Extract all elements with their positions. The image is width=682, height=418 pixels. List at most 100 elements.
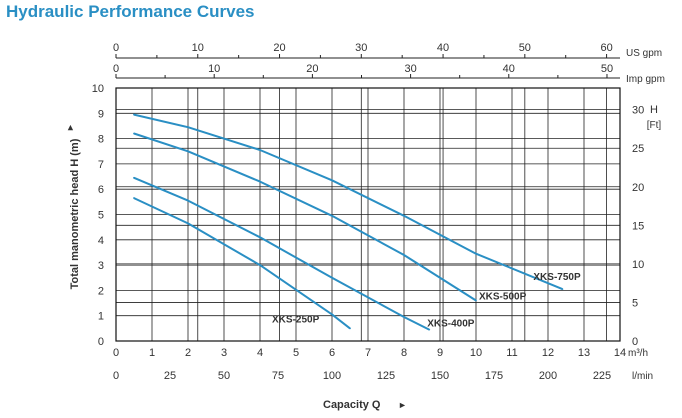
plot-border xyxy=(115,87,621,342)
series-point xyxy=(403,254,405,256)
x-axis-title: Capacity Q xyxy=(323,399,381,411)
lmin-tick-label: 175 xyxy=(485,370,503,382)
grid xyxy=(116,87,620,342)
y-tick-label: 3 xyxy=(98,260,104,272)
ft-tick-label: 0 xyxy=(632,336,638,348)
series-point xyxy=(331,214,333,217)
series-line xyxy=(133,176,430,331)
usgpm-unit-label: US gpm xyxy=(626,48,662,59)
series-point xyxy=(133,197,135,199)
axis-titles: Total manometric head H (m) ► Capacity Q ► xyxy=(65,123,407,411)
y-tick-label: 7 xyxy=(98,159,104,171)
ft-tick-label: 30 xyxy=(632,105,644,117)
x-unit-label: m³/h xyxy=(628,348,648,359)
series-point xyxy=(133,113,135,116)
x-tick-label: 2 xyxy=(185,347,191,359)
series-point xyxy=(428,328,431,331)
y-tick-label: 4 xyxy=(98,235,104,247)
series-point xyxy=(475,299,477,302)
y-tick-label: 2 xyxy=(98,285,104,297)
lmin-tick-label: 100 xyxy=(323,370,341,382)
x-tick-label: 0 xyxy=(113,347,119,359)
lmin-tick-label: 225 xyxy=(593,370,611,382)
y-axis-title: Total manometric head H (m) xyxy=(69,138,81,289)
series-point xyxy=(187,126,189,129)
series-point xyxy=(259,236,261,239)
x-tick-label: 8 xyxy=(401,347,407,359)
x-tick-label: 14 xyxy=(614,347,626,359)
series-point xyxy=(403,316,405,318)
impgpm-tick-label: 20 xyxy=(306,63,318,75)
ft-tick-label: 25 xyxy=(632,143,644,155)
series-point xyxy=(133,176,135,179)
impgpm-tick-label: 40 xyxy=(503,63,515,75)
series-label: XKS-400P xyxy=(427,319,475,330)
series-point xyxy=(133,132,135,135)
series-label: XKS-750P xyxy=(533,272,581,283)
usgpm-tick-label: 20 xyxy=(273,42,285,54)
series-point xyxy=(403,214,405,217)
y-axis-ft: 0 5 10 15 20 25 30 H [Ft] xyxy=(632,104,661,348)
x-tick-label: 9 xyxy=(437,347,443,359)
y-tick-label: 9 xyxy=(98,108,104,120)
lmin-tick-label: 200 xyxy=(539,370,557,382)
y-axis-m: 0 1 2 3 4 5 6 7 8 9 10 xyxy=(92,83,104,348)
x-tick-label: 4 xyxy=(257,347,263,359)
ft-axis-title: H xyxy=(650,104,658,116)
x-tick-label: 5 xyxy=(293,347,299,359)
usgpm-tick-label: 10 xyxy=(192,42,204,54)
series-line xyxy=(133,132,477,302)
impgpm-tick-label: 50 xyxy=(601,63,613,75)
y-tick-label: 10 xyxy=(92,83,104,95)
series-point xyxy=(561,288,564,291)
lmin-tick-label: 125 xyxy=(377,370,395,382)
series-point xyxy=(331,313,333,316)
lmin-unit-label: l/min xyxy=(632,371,653,382)
page-title: Hydraulic Performance Curves xyxy=(6,2,255,21)
usgpm-tick-label: 30 xyxy=(355,42,367,54)
series-curves: XKS-750P XKS-500P XKS-400P XKS-250P xyxy=(133,113,581,331)
ft-tick-label: 5 xyxy=(632,297,638,309)
y-tick-label: 0 xyxy=(98,336,104,348)
x-axes: 0 1 2 3 4 5 6 7 8 9 10 11 12 13 14 m³/h0 25 50 75 100 125 150… xyxy=(113,347,653,382)
series-label: XKS-250P xyxy=(272,314,320,325)
lmin-tick-label: 25 xyxy=(164,370,176,382)
x-tick-label: 13 xyxy=(578,347,590,359)
top-axes: 0 10 20 30 40 50 60 0 10 20 30 40 50 US gpm Imp gpm xyxy=(113,42,665,85)
impgpm-unit-label: Imp gpm xyxy=(626,74,665,85)
y-tick-label: 1 xyxy=(98,311,104,323)
impgpm-tick-label: 0 xyxy=(113,63,119,75)
plot-frame xyxy=(115,87,621,342)
lmin-tick-label: 150 xyxy=(431,370,449,382)
y-tick-label: 5 xyxy=(98,210,104,222)
series-point xyxy=(331,276,333,279)
y-tick-label: 6 xyxy=(98,184,104,196)
usgpm-tick-label: 0 xyxy=(113,42,119,54)
lmin-tick-label: 75 xyxy=(272,370,284,382)
y-tick-label: 8 xyxy=(98,134,104,146)
series-point xyxy=(187,199,189,202)
x-axis-arrow-icon: ► xyxy=(398,400,407,410)
x-tick-label: 11 xyxy=(506,347,517,359)
x-tick-label: 12 xyxy=(542,347,554,359)
x-tick-label: 6 xyxy=(329,347,335,359)
series-point xyxy=(259,264,261,266)
ft-tick-label: 10 xyxy=(632,259,644,271)
ft-tick-label: 20 xyxy=(632,182,644,194)
series-point xyxy=(475,252,477,255)
series-point xyxy=(259,180,261,183)
x-tick-label: 10 xyxy=(470,347,482,359)
usgpm-tick-label: 60 xyxy=(600,42,612,54)
series-point xyxy=(187,222,189,225)
lmin-tick-label: 0 xyxy=(113,370,119,382)
series-label: XKS-500P xyxy=(479,292,527,303)
x-tick-label: 1 xyxy=(149,347,155,359)
usgpm-tick-label: 40 xyxy=(437,42,449,54)
impgpm-tick-label: 10 xyxy=(208,63,220,75)
series-line xyxy=(133,113,563,291)
series-point xyxy=(259,149,261,151)
series-point xyxy=(187,150,189,153)
series-point xyxy=(349,327,351,330)
usgpm-tick-label: 50 xyxy=(519,42,531,54)
